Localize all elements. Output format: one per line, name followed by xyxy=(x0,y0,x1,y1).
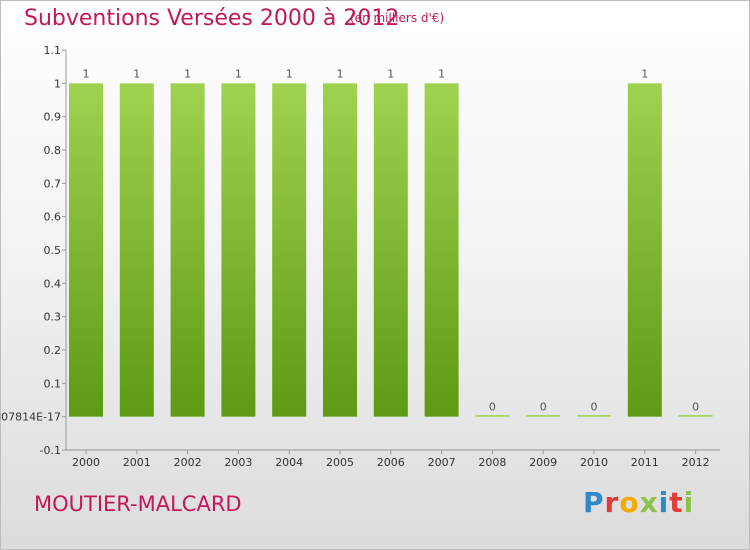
bar-2002 xyxy=(170,83,205,417)
bar-2005 xyxy=(323,83,357,417)
proxiti-logo: Proxiti xyxy=(583,486,694,519)
data-label-2007: 1 xyxy=(438,67,445,80)
logo-letter: i xyxy=(683,486,695,519)
y-tick-label: 1 xyxy=(54,77,61,90)
bar-2011 xyxy=(627,83,662,417)
bar-2009 xyxy=(526,415,561,417)
y-tick-label: -0.1 xyxy=(40,444,61,457)
x-tick-label-2002: 2002 xyxy=(174,456,202,469)
data-label-2002: 1 xyxy=(184,67,191,80)
x-tick-label-2008: 2008 xyxy=(478,456,506,469)
logo-letter: x xyxy=(639,486,659,519)
y-tick-label: 1.3877787807814E-17 xyxy=(0,411,61,424)
data-label-2004: 1 xyxy=(286,67,293,80)
y-tick-label: 0.7 xyxy=(44,177,62,190)
bar-2007 xyxy=(424,83,459,417)
bar-2000 xyxy=(69,83,103,417)
x-tick-label-2004: 2004 xyxy=(275,456,303,469)
y-tick-label: 0.9 xyxy=(44,111,62,124)
x-tick-label-2011: 2011 xyxy=(631,456,659,469)
bar-2006 xyxy=(373,83,408,417)
bar-2010 xyxy=(577,415,611,417)
data-label-2011: 1 xyxy=(641,67,648,80)
data-label-2003: 1 xyxy=(235,67,242,80)
bar-2008 xyxy=(475,415,510,417)
logo-letter: P xyxy=(583,486,605,519)
logo-letter: t xyxy=(669,486,684,519)
logo-letter: r xyxy=(604,486,620,519)
x-tick-label-2003: 2003 xyxy=(224,456,252,469)
chart-subtitle: (en milliers d'€) xyxy=(350,11,445,25)
y-tick-label: 0.2 xyxy=(44,344,62,357)
y-tick-label: 0.6 xyxy=(44,211,62,224)
bar-2004 xyxy=(272,83,307,417)
y-tick-label: 0.4 xyxy=(44,277,62,290)
data-label-2006: 1 xyxy=(387,67,394,80)
town-name: MOUTIER-MALCARD xyxy=(34,492,242,516)
data-label-2001: 1 xyxy=(133,67,140,80)
bar-2003 xyxy=(221,83,256,417)
x-tick-label-2000: 2000 xyxy=(72,456,100,469)
data-label-2012: 0 xyxy=(692,401,699,414)
chart-title: Subventions Versées 2000 à 2012 xyxy=(24,6,400,31)
y-tick-label: 0.1 xyxy=(44,377,62,390)
x-tick-label-2006: 2006 xyxy=(377,456,405,469)
data-label-2010: 0 xyxy=(591,401,598,414)
bar-2012 xyxy=(678,415,713,417)
x-tick-label-2010: 2010 xyxy=(580,456,608,469)
logo-letter: o xyxy=(619,486,640,519)
y-tick-label: 0.5 xyxy=(44,244,62,257)
x-tick-label-2005: 2005 xyxy=(326,456,354,469)
x-tick-label-2012: 2012 xyxy=(682,456,710,469)
x-tick-label-2007: 2007 xyxy=(428,456,456,469)
data-label-2009: 0 xyxy=(540,401,547,414)
x-tick-label-2001: 2001 xyxy=(123,456,151,469)
logo-letter: i xyxy=(658,486,670,519)
data-label-2008: 0 xyxy=(489,401,496,414)
bar-2001 xyxy=(119,83,154,417)
y-tick-label: 0.8 xyxy=(44,144,62,157)
y-tick-label: 0.3 xyxy=(44,311,62,324)
x-tick-label-2009: 2009 xyxy=(529,456,557,469)
data-label-2005: 1 xyxy=(337,67,344,80)
data-label-2000: 1 xyxy=(83,67,90,80)
y-tick-label: 1.1 xyxy=(44,44,62,57)
